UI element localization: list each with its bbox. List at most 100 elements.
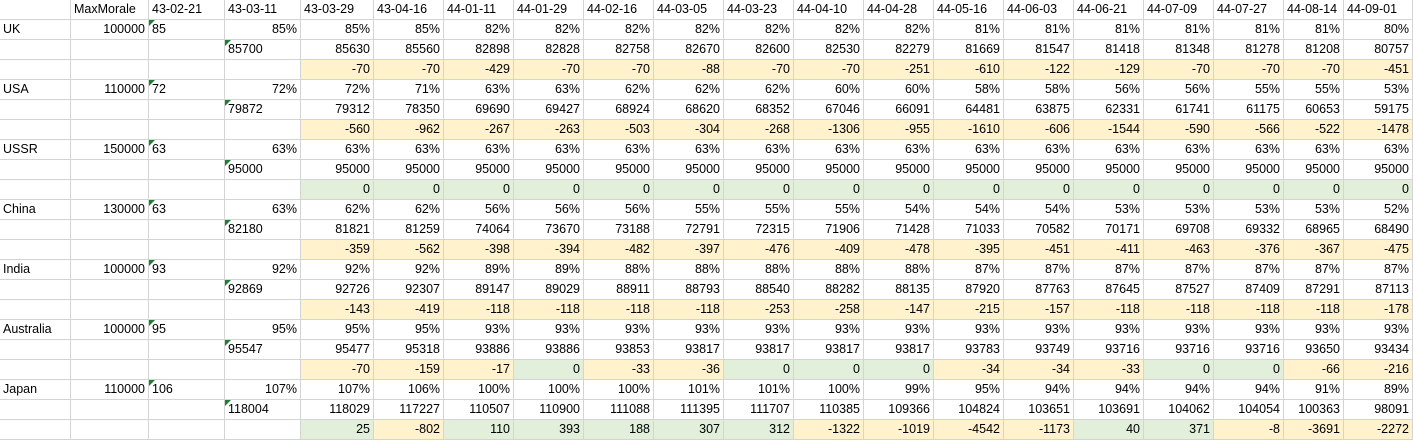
morale-cell[interactable]: 93817: [864, 340, 934, 360]
empty-cell[interactable]: [225, 240, 301, 260]
morale-cell[interactable]: 93716: [1074, 340, 1144, 360]
morale-cell[interactable]: 82670: [654, 40, 724, 60]
delta-cell[interactable]: 0: [794, 360, 864, 380]
percent-cell[interactable]: 95%: [301, 320, 374, 340]
delta-cell[interactable]: 0: [654, 180, 724, 200]
max-morale-cell[interactable]: 100000: [71, 320, 149, 340]
morale-cell[interactable]: 89029: [514, 280, 584, 300]
morale-cell[interactable]: 111707: [724, 400, 794, 420]
delta-cell[interactable]: -143: [301, 300, 374, 320]
delta-cell[interactable]: 0: [374, 180, 444, 200]
percent-cell[interactable]: 60%: [864, 80, 934, 100]
delta-cell[interactable]: -463: [1144, 240, 1214, 260]
morale-cell[interactable]: 111395: [654, 400, 724, 420]
percent-cell[interactable]: 93%: [584, 320, 654, 340]
header-cell[interactable]: 44-01-29: [514, 0, 584, 20]
morale-cell[interactable]: 95000: [864, 160, 934, 180]
morale-cell[interactable]: 72791: [654, 220, 724, 240]
morale-cell[interactable]: 95000: [225, 160, 301, 180]
morale-cell[interactable]: 93434: [1344, 340, 1413, 360]
morale-cell[interactable]: 93817: [724, 340, 794, 360]
max-morale-cell[interactable]: 100000: [71, 20, 149, 40]
delta-cell[interactable]: -3691: [1284, 420, 1344, 440]
percent-cell[interactable]: 99%: [864, 380, 934, 400]
percent-cell[interactable]: 63%: [1004, 140, 1074, 160]
morale-cell[interactable]: 89147: [444, 280, 514, 300]
delta-cell[interactable]: -955: [864, 120, 934, 140]
morale-cell[interactable]: 95000: [514, 160, 584, 180]
empty-cell[interactable]: [71, 40, 149, 60]
morale-cell[interactable]: 92307: [374, 280, 444, 300]
delta-cell[interactable]: -70: [301, 360, 374, 380]
header-cell[interactable]: 44-01-11: [444, 0, 514, 20]
percent-cell[interactable]: 91%: [1284, 380, 1344, 400]
percent-cell[interactable]: 80%: [1344, 20, 1413, 40]
delta-cell[interactable]: -267: [444, 120, 514, 140]
empty-cell[interactable]: [0, 100, 71, 120]
header-cell[interactable]: 43-02-21: [149, 0, 225, 20]
percent-cell[interactable]: 53%: [1284, 200, 1344, 220]
percent-cell[interactable]: 106%: [374, 380, 444, 400]
delta-cell[interactable]: -429: [444, 60, 514, 80]
empty-cell[interactable]: [225, 420, 301, 440]
morale-cell[interactable]: 78350: [374, 100, 444, 120]
header-cell[interactable]: 43-03-29: [301, 0, 374, 20]
percent-cell[interactable]: 63%: [794, 140, 864, 160]
morale-cell[interactable]: 82600: [724, 40, 794, 60]
percent-cell[interactable]: 53%: [1214, 200, 1284, 220]
empty-cell[interactable]: [71, 360, 149, 380]
delta-cell[interactable]: -4542: [934, 420, 1004, 440]
morale-cell[interactable]: 87527: [1144, 280, 1214, 300]
delta-cell[interactable]: -478: [864, 240, 934, 260]
max-morale-cell[interactable]: 110000: [71, 80, 149, 100]
morale-cell[interactable]: 88282: [794, 280, 864, 300]
delta-cell[interactable]: 0: [584, 180, 654, 200]
delta-cell[interactable]: -304: [654, 120, 724, 140]
header-cell[interactable]: 44-09-01: [1344, 0, 1413, 20]
percent-cell[interactable]: 71%: [374, 80, 444, 100]
morale-cell[interactable]: 111088: [584, 400, 654, 420]
delta-cell[interactable]: 0: [1144, 360, 1214, 380]
delta-cell[interactable]: -34: [1004, 360, 1074, 380]
percent-cell[interactable]: 92%: [374, 260, 444, 280]
delta-cell[interactable]: -178: [1344, 300, 1413, 320]
country-name-cell[interactable]: USSR: [0, 140, 71, 160]
delta-cell[interactable]: -397: [654, 240, 724, 260]
empty-cell[interactable]: [225, 60, 301, 80]
morale-cell[interactable]: 85700: [225, 40, 301, 60]
morale-cell[interactable]: 95547: [225, 340, 301, 360]
percent-cell[interactable]: 81%: [1284, 20, 1344, 40]
percent-cell[interactable]: 63%: [1284, 140, 1344, 160]
morale-cell[interactable]: 82279: [864, 40, 934, 60]
percent-cell[interactable]: 63%: [301, 140, 374, 160]
morale-cell[interactable]: 88540: [724, 280, 794, 300]
morale-cell[interactable]: 110900: [514, 400, 584, 420]
empty-cell[interactable]: [0, 220, 71, 240]
delta-cell[interactable]: -118: [1074, 300, 1144, 320]
percent-cell[interactable]: 62%: [584, 80, 654, 100]
morale-cell[interactable]: 88135: [864, 280, 934, 300]
percent-cell[interactable]: 87%: [934, 260, 1004, 280]
morale-cell[interactable]: 95000: [1284, 160, 1344, 180]
morale-cell[interactable]: 71906: [794, 220, 864, 240]
header-cell[interactable]: 44-02-16: [584, 0, 654, 20]
header-cell[interactable]: 44-07-27: [1214, 0, 1284, 20]
percent-cell[interactable]: 63%: [444, 140, 514, 160]
delta-cell[interactable]: -157: [1004, 300, 1074, 320]
percent-cell[interactable]: 82%: [724, 20, 794, 40]
morale-cell[interactable]: 72315: [724, 220, 794, 240]
delta-cell[interactable]: -451: [1344, 60, 1413, 80]
delta-cell[interactable]: -118: [514, 300, 584, 320]
morale-cell[interactable]: 110385: [794, 400, 864, 420]
percent-cell[interactable]: 93%: [934, 320, 1004, 340]
percent-cell[interactable]: 93%: [864, 320, 934, 340]
header-cell[interactable]: 44-03-23: [724, 0, 794, 20]
delta-cell[interactable]: -1322: [794, 420, 864, 440]
morale-cell[interactable]: 117227: [374, 400, 444, 420]
percent-cell[interactable]: 53%: [1074, 200, 1144, 220]
delta-cell[interactable]: -70: [1144, 60, 1214, 80]
percent-cell[interactable]: 63%: [1144, 140, 1214, 160]
delta-cell[interactable]: 0: [724, 360, 794, 380]
percent-cell[interactable]: 87%: [1074, 260, 1144, 280]
delta-cell[interactable]: -215: [934, 300, 1004, 320]
